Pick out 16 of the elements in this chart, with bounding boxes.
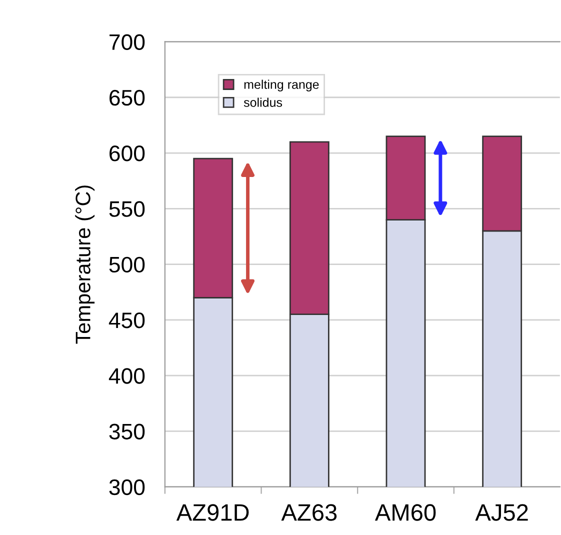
y-tick-label: 650 bbox=[110, 90, 145, 106]
legend-label: solidus bbox=[244, 98, 282, 107]
y-tick-label: 300 bbox=[109, 479, 145, 496]
y-tick-label: 550 bbox=[109, 201, 145, 217]
x-tick-label: AZ63 bbox=[281, 504, 337, 521]
y-axis-title: Temperature (°C) bbox=[75, 186, 95, 344]
y-tick-label: 500 bbox=[109, 256, 145, 273]
x-tick-label: AM60 bbox=[374, 504, 436, 521]
y-tick-label: 700 bbox=[110, 34, 145, 50]
y-tick-label: 600 bbox=[110, 146, 145, 162]
y-tick-label: 350 bbox=[109, 424, 145, 440]
y-tick-label: 400 bbox=[108, 368, 145, 384]
x-tick-label: AJ52 bbox=[475, 504, 528, 521]
y-tick-label: 450 bbox=[108, 312, 145, 328]
x-tick-label: AZ91D bbox=[176, 504, 249, 521]
legend-label: melting range bbox=[244, 80, 319, 92]
